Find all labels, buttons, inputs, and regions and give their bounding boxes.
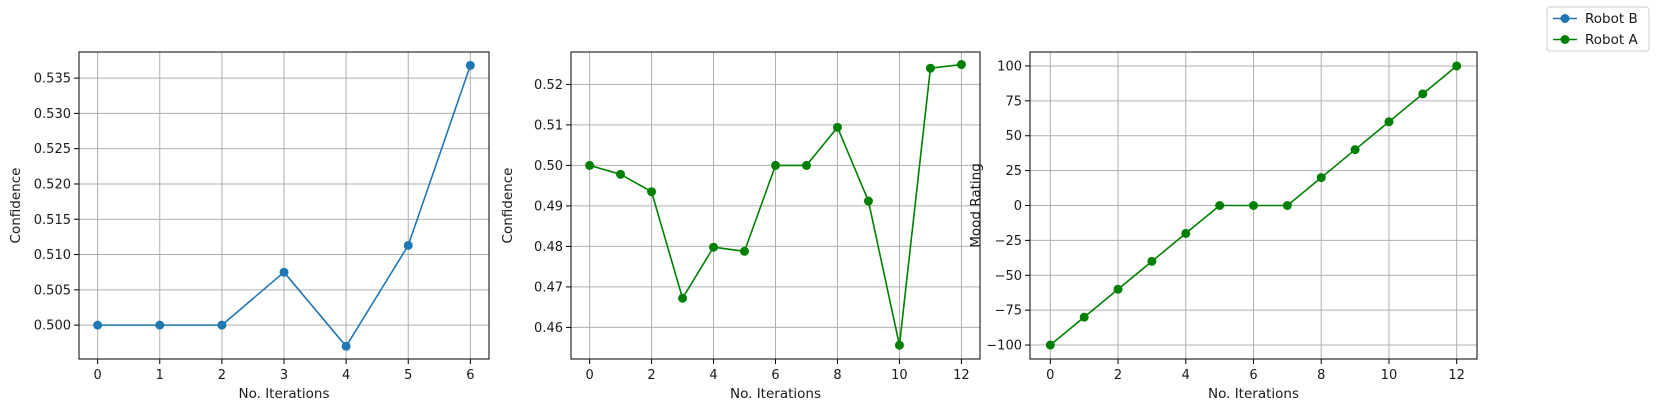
robot-a-confidence-xtick-label-1: 2 xyxy=(647,368,655,383)
robot-a-mood-rating-point-0 xyxy=(1045,340,1055,350)
robot-a-mood-rating-point-7 xyxy=(1282,201,1292,210)
robot-a-mood-rating-point-9 xyxy=(1350,145,1360,155)
robot-b-confidence-xtick-label-2: 2 xyxy=(218,368,226,383)
robot-a-mood-rating-point-11 xyxy=(1418,89,1428,99)
robot-b-confidence-point-5 xyxy=(403,240,413,250)
robot-b-confidence-xtick-label-3: 3 xyxy=(280,368,288,383)
robot-b-confidence-xlabel: No. Iterations xyxy=(239,386,330,402)
robot-a-confidence-xtick-label-3: 6 xyxy=(771,368,779,383)
robot-a-confidence-ylabel: Confidence xyxy=(500,168,516,244)
robot-a-confidence-point-2 xyxy=(647,187,657,197)
robot-a-mood-rating-ylabel: Mood Rating xyxy=(968,163,984,248)
robot-a-mood-rating-ytick-label-2: −50 xyxy=(995,269,1022,284)
robot-b-confidence-ytick-label-4: 0.520 xyxy=(34,177,71,192)
robot-a-confidence-point-6 xyxy=(771,160,780,170)
robot-a-mood-rating-xtick-label-1: 2 xyxy=(1114,368,1122,383)
robot-a-confidence-xtick-label-6: 12 xyxy=(953,368,970,383)
robot-a-mood-rating-point-2 xyxy=(1113,284,1123,294)
robot-a-confidence-ytick-label-2: 0.48 xyxy=(534,240,563,255)
robot-a-mood-rating-xtick-label-4: 8 xyxy=(1317,368,1325,383)
robot-a-mood-rating-ytick-label-4: 0 xyxy=(1014,199,1022,214)
robot-a-confidence-ytick-label-4: 0.50 xyxy=(534,159,563,174)
robot-b-confidence-ytick-label-2: 0.510 xyxy=(34,248,71,263)
robot-a-confidence-point-11 xyxy=(925,63,935,73)
legend-swatch-marker-robot-a xyxy=(1560,35,1570,44)
robot-a-mood-rating-ytick-label-1: −75 xyxy=(995,304,1022,319)
robot-a-mood-rating-ytick-label-7: 75 xyxy=(1005,94,1022,109)
robot-a-confidence-point-12 xyxy=(956,60,966,70)
robot-a-mood-rating-ytick-label-3: −25 xyxy=(995,234,1022,249)
robot-a-confidence-ytick-label-0: 0.46 xyxy=(534,321,563,336)
robot-b-confidence-point-2 xyxy=(217,320,227,330)
legend-entry-robot-b: Robot B xyxy=(1553,11,1638,27)
robot-a-confidence-xlabel: No. Iterations xyxy=(730,386,821,402)
robot-a-confidence-xtick-label-0: 0 xyxy=(585,368,593,383)
robot-a-confidence-point-5 xyxy=(740,246,750,256)
robot-b-confidence-ytick-label-6: 0.530 xyxy=(34,107,71,122)
chart-robot-b-confidence: 0 1 2 3 4 5 6 0.500 0.505 0.510 0.515 0.520 0.525 0.5… xyxy=(8,51,490,402)
robot-a-mood-rating-point-4 xyxy=(1181,228,1191,238)
robot-a-mood-rating-xlabel: No. Iterations xyxy=(1208,386,1299,402)
robot-a-mood-rating-point-10 xyxy=(1384,117,1394,127)
legend-label-robot-b: Robot B xyxy=(1585,11,1638,27)
robot-a-mood-rating-point-5 xyxy=(1215,201,1225,210)
robot-a-mood-rating-point-6 xyxy=(1249,201,1258,210)
chart-robot-a-confidence: 0 2 4 6 8 10 12 0.46 0.47 0.48 0.49 0.50 0.51 0.52 No.… xyxy=(500,51,981,402)
robot-a-confidence-point-9 xyxy=(863,196,873,206)
robot-a-mood-rating-xtick-label-6: 12 xyxy=(1448,368,1465,383)
robot-b-confidence-point-0 xyxy=(93,320,103,330)
robot-a-mood-rating-ytick-label-6: 50 xyxy=(1005,129,1022,144)
legend-entry-robot-a: Robot A xyxy=(1553,32,1638,48)
legend-swatch-marker-robot-b xyxy=(1560,14,1570,23)
robot-a-confidence-point-0 xyxy=(585,160,595,170)
robot-a-confidence-point-8 xyxy=(832,122,842,132)
robot-b-confidence-ytick-label-3: 0.515 xyxy=(34,213,71,228)
robot-a-confidence-xtick-label-5: 10 xyxy=(891,368,908,383)
robot-a-confidence-point-7 xyxy=(801,160,811,170)
robot-a-mood-rating-point-12 xyxy=(1452,61,1462,71)
legend-label-robot-a: Robot A xyxy=(1585,32,1638,48)
robot-a-confidence-ytick-label-6: 0.52 xyxy=(534,78,563,93)
robot-a-mood-rating-ytick-label-8: 100 xyxy=(997,59,1022,74)
legend: Robot B Robot A xyxy=(1546,6,1650,52)
robot-a-confidence-point-1 xyxy=(616,169,626,179)
robot-a-mood-rating-ytick-label-5: 25 xyxy=(1005,164,1022,179)
robot-a-confidence-ytick-label-1: 0.47 xyxy=(534,280,563,295)
robot-b-confidence-xtick-label-0: 0 xyxy=(93,368,101,383)
robot-a-mood-rating-xtick-label-2: 4 xyxy=(1182,368,1190,383)
robot-b-confidence-xtick-label-1: 1 xyxy=(156,368,164,383)
robot-b-confidence-ytick-label-1: 0.505 xyxy=(34,283,71,298)
robot-a-confidence-ytick-label-5: 0.51 xyxy=(534,118,563,133)
robot-a-confidence-xtick-label-4: 8 xyxy=(833,368,841,383)
robot-a-confidence-point-3 xyxy=(678,293,688,303)
robot-a-mood-rating-xtick-label-3: 6 xyxy=(1249,368,1257,383)
robot-a-confidence-ytick-label-3: 0.49 xyxy=(534,199,563,214)
robot-b-confidence-point-3 xyxy=(279,267,289,277)
robot-b-confidence-ylabel: Confidence xyxy=(8,168,24,244)
robot-a-mood-rating-xtick-label-5: 10 xyxy=(1381,368,1398,383)
robot-b-confidence-xtick-label-4: 4 xyxy=(342,368,350,383)
robot-b-confidence-point-1 xyxy=(155,320,165,330)
robot-a-mood-rating-xtick-label-0: 0 xyxy=(1046,368,1054,383)
robot-b-confidence-ytick-label-7: 0.535 xyxy=(34,72,71,87)
robot-a-mood-rating-ytick-label-0: −100 xyxy=(986,339,1022,354)
robot-b-confidence-ytick-label-0: 0.500 xyxy=(34,319,71,334)
chart-robot-a-mood-rating: 0 2 4 6 8 10 12 −100 −75 −50 −25 0 25 50 75 100 No. Iter… xyxy=(968,51,1478,402)
robot-b-confidence-point-4 xyxy=(341,341,351,351)
robot-a-confidence-point-4 xyxy=(709,242,719,252)
robot-a-mood-rating-point-8 xyxy=(1316,173,1326,183)
robot-a-confidence-point-10 xyxy=(894,340,904,350)
robot-b-confidence-ytick-label-5: 0.525 xyxy=(34,142,71,157)
robot-a-confidence-xtick-label-2: 4 xyxy=(709,368,717,383)
robot-b-confidence-xtick-label-5: 5 xyxy=(404,368,412,383)
robot-b-confidence-point-6 xyxy=(465,60,475,70)
robot-b-confidence-xtick-label-6: 6 xyxy=(466,368,474,383)
robot-a-mood-rating-point-3 xyxy=(1147,256,1157,266)
robot-a-mood-rating-point-1 xyxy=(1079,312,1089,322)
